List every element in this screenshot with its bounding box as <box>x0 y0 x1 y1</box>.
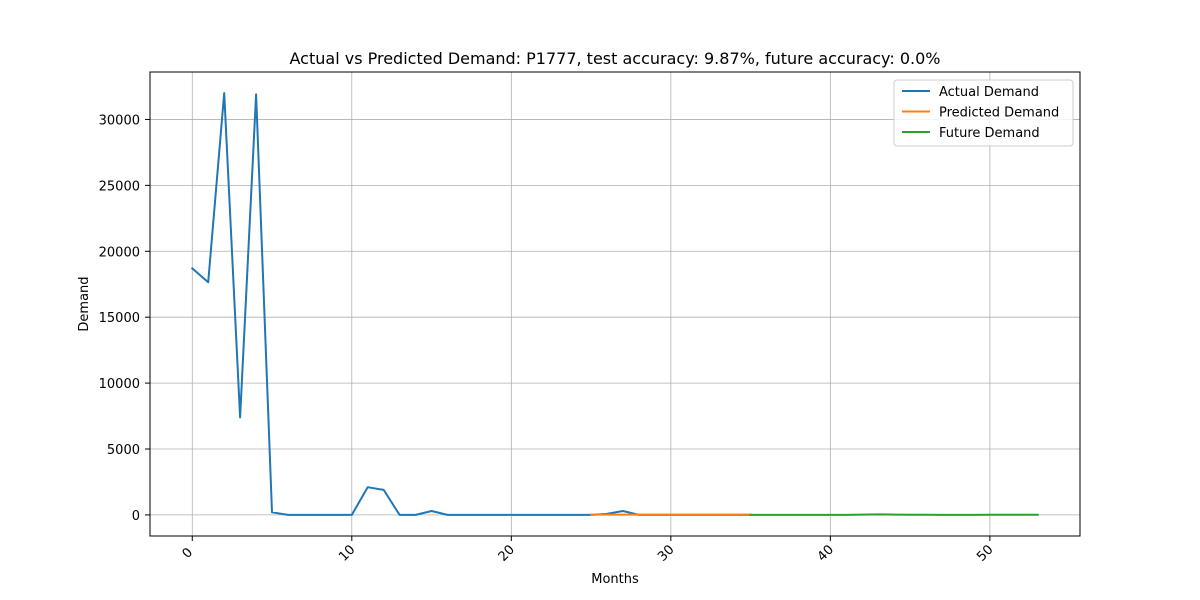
y-tick-label: 0 <box>132 509 140 524</box>
axis-ticks: 0 10 20 30 40 5005000100001500020000250003000… <box>99 113 997 564</box>
legend-label-predicted-demand: Predicted Demand <box>939 106 1059 121</box>
legend-label-future-demand: Future Demand <box>939 126 1040 141</box>
y-tick-label: 20000 <box>99 245 140 260</box>
legend: Actual Demand Predicted Demand Future Dema… <box>893 79 1074 147</box>
series-lines <box>190 92 1039 516</box>
legend-label-actual-demand: Actual Demand <box>939 85 1039 100</box>
series-line-future-demand <box>749 513 1039 516</box>
y-tick-label: 10000 <box>99 377 140 392</box>
y-tick-label: 25000 <box>99 179 140 194</box>
x-axis-label: Months <box>591 572 639 587</box>
legend-box <box>893 79 1074 147</box>
y-tick-label: 5000 <box>107 443 140 458</box>
plot-area-frame <box>149 71 1081 537</box>
y-tick-label: 15000 <box>99 311 140 326</box>
y-tick-label: 30000 <box>99 113 140 128</box>
chart-title: Actual vs Predicted Demand: P1777, test … <box>290 49 941 68</box>
y-axis-label: Demand <box>77 276 92 331</box>
